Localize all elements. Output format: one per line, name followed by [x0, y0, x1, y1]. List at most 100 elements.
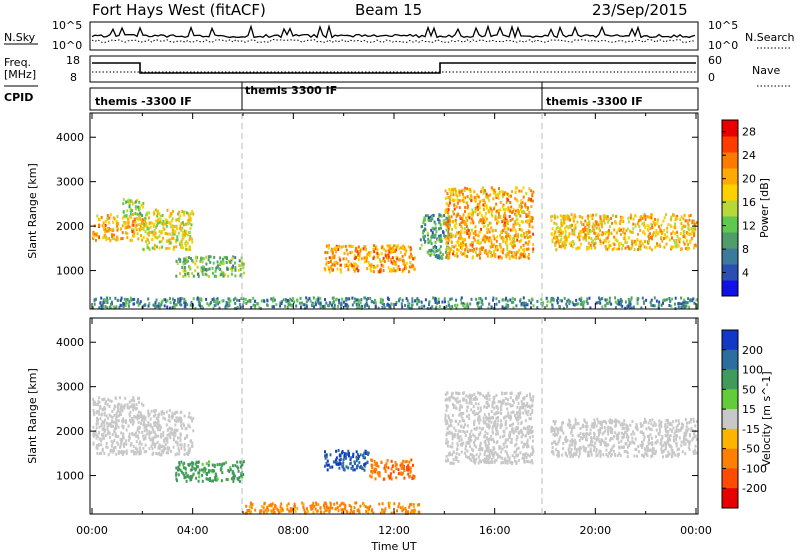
velocity-echo-cell — [481, 428, 483, 431]
power-echo-cell — [150, 226, 152, 229]
power-echo-cell — [454, 304, 456, 307]
velocity-echo-cell — [491, 410, 493, 413]
power-echo-cell — [515, 304, 517, 307]
velocity-echo-cell — [174, 424, 176, 427]
power-echo-cell — [373, 270, 375, 273]
velocity-echo-cell — [477, 391, 479, 394]
power-echo-cell — [377, 256, 379, 259]
power-echo-cell — [120, 299, 122, 302]
power-echo-cell — [357, 265, 359, 268]
velocity-echo-cell — [494, 459, 496, 462]
velocity-echo-cell — [360, 453, 362, 456]
power-echo-cell — [355, 250, 357, 253]
power-echo-cell — [356, 267, 358, 270]
power-echo-cell — [473, 236, 475, 239]
power-echo-cell — [179, 297, 181, 300]
velocity-echo-cell — [493, 407, 495, 410]
power-echo-cell — [515, 253, 517, 256]
velocity-echo-cell — [524, 396, 526, 399]
power-echo-cell — [148, 302, 150, 305]
velocity-echo-cell — [104, 402, 106, 405]
velocity-echo-cell — [473, 458, 475, 461]
velocity-echo-cell — [449, 430, 451, 433]
velocity-echo-cell — [100, 417, 102, 420]
power-echo-cell — [587, 302, 589, 305]
power-echo-cell — [466, 229, 468, 232]
power-echo-cell — [443, 214, 445, 217]
power-echo-cell — [601, 223, 603, 226]
power-echo-cell — [320, 305, 322, 308]
power-echo-cell — [431, 305, 433, 308]
power-echo-cell — [552, 227, 554, 230]
power-echo-cell — [487, 252, 489, 255]
velocity-echo-cell — [492, 425, 494, 428]
power-echo-cell — [291, 304, 293, 307]
power-echo-cell — [438, 301, 440, 304]
power-echo-cell — [173, 246, 175, 249]
power-echo-cell — [220, 273, 222, 276]
power-echo-cell — [402, 299, 404, 302]
power-echo-cell — [331, 269, 333, 272]
power-echo-cell — [617, 228, 619, 231]
velocity-echo-cell — [691, 439, 693, 442]
power-echo-cell — [435, 227, 437, 230]
velocity-echo-cell — [127, 405, 129, 408]
velocity-echo-cell — [516, 417, 518, 420]
velocity-echo-cell — [681, 423, 683, 426]
power-echo-cell — [189, 245, 191, 248]
velocity-echo-cell — [338, 449, 340, 452]
power-echo-cell — [643, 300, 645, 303]
power-echo-cell — [116, 222, 118, 225]
velocity-echo-cell — [497, 423, 499, 426]
power-echo-cell — [421, 301, 423, 304]
power-echo-cell — [424, 223, 426, 226]
power-echo-cell — [638, 225, 640, 228]
power-echo-cell — [364, 260, 366, 263]
power-echo-cell — [488, 239, 490, 242]
velocity-echo-cell — [472, 433, 474, 436]
power-echo-cell — [129, 215, 131, 218]
noise-left-tick-low: 10^0 — [52, 39, 82, 52]
power-echo-cell — [222, 272, 224, 275]
velocity-echo-cell — [520, 422, 522, 425]
velocity-echo-cell — [507, 411, 509, 414]
velocity-echo-cell — [636, 455, 638, 458]
power-echo-cell — [466, 232, 468, 235]
power-echo-cell — [158, 218, 160, 221]
power-echo-cell — [318, 302, 320, 305]
power-echo-cell — [621, 305, 623, 308]
power-echo-cell — [554, 231, 556, 234]
velocity-echo-cell — [524, 409, 526, 412]
power-echo-cell — [564, 297, 566, 300]
power-echo-cell — [684, 225, 686, 228]
velocity-echo-cell — [113, 408, 115, 411]
velocity-echo-cell — [393, 470, 395, 473]
velocity-echo-cell — [180, 447, 182, 450]
velocity-echo-cell — [107, 403, 109, 406]
power-echo-cell — [139, 207, 141, 210]
velocity-echo-cell — [684, 452, 686, 455]
velocity-echo-cell — [556, 433, 558, 436]
power-echo-cell — [335, 261, 337, 264]
velocity-echo-cell — [495, 433, 497, 436]
velocity-echo-cell — [412, 477, 414, 480]
power-echo-cell — [478, 221, 480, 224]
power-echo-cell — [448, 188, 450, 191]
power-echo-cell — [147, 246, 149, 249]
power-echo-cell — [480, 190, 482, 193]
power-echo-cell — [300, 297, 302, 300]
power-echo-cell — [363, 257, 365, 260]
power-echo-cell — [329, 256, 331, 259]
power-echo-cell — [565, 243, 567, 246]
power-echo-cell — [615, 222, 617, 225]
power-echo-cell — [457, 242, 459, 245]
power-echo-cell — [469, 216, 471, 219]
power-echo-cell — [554, 244, 556, 247]
velocity-echo-cell — [468, 414, 470, 417]
velocity-echo-cell — [483, 417, 485, 420]
power-echo-cell — [316, 298, 318, 301]
velocity-echo-cell — [113, 447, 115, 450]
power-echo-cell — [569, 219, 571, 222]
power-echo-cell — [101, 216, 103, 219]
power-echo-cell — [440, 251, 442, 254]
